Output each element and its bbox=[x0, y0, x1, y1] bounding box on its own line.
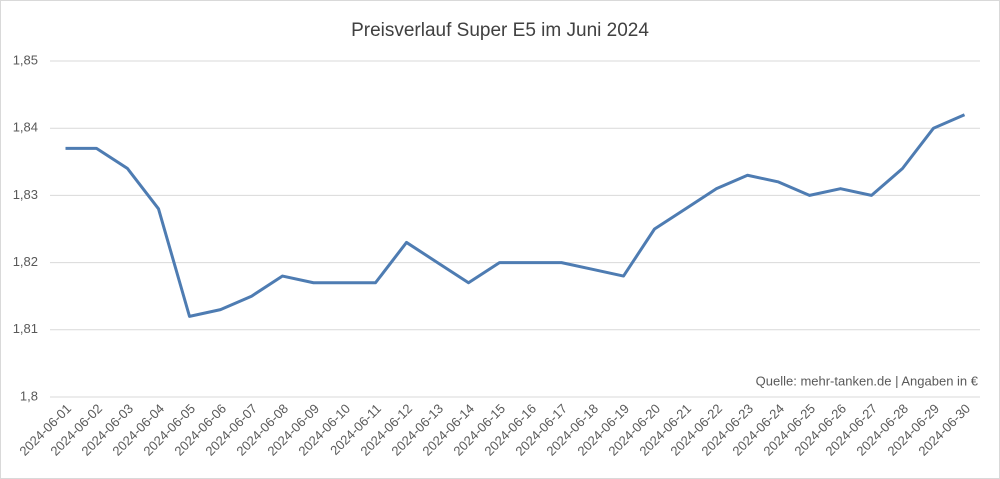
y-tick-label: 1,84 bbox=[13, 120, 38, 135]
chart-title: Preisverlauf Super E5 im Juni 2024 bbox=[351, 20, 649, 41]
y-tick-label: 1,83 bbox=[13, 187, 38, 202]
y-tick-label: 1,81 bbox=[13, 321, 38, 336]
y-tick-label: 1,8 bbox=[20, 388, 38, 403]
y-tick-label: 1,82 bbox=[13, 254, 38, 269]
y-tick-label: 1,85 bbox=[13, 52, 38, 67]
source-note: Quelle: mehr-tanken.de | Angaben in € bbox=[756, 373, 979, 388]
price-line bbox=[65, 113, 966, 318]
